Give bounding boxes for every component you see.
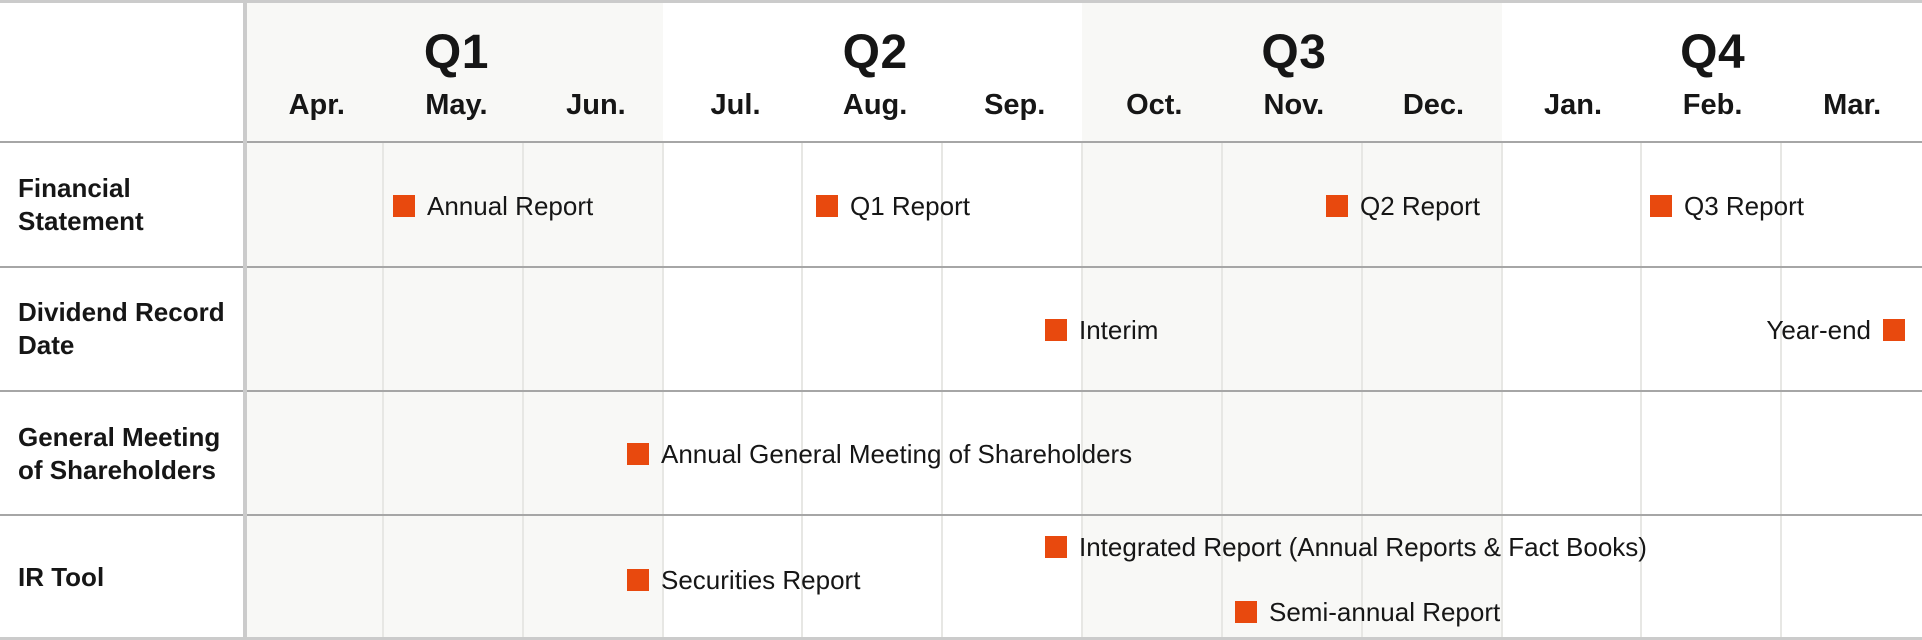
event-annual-report: Annual Report [393,191,593,221]
quarter-stripe-q3 [1082,0,1502,640]
event-label: Securities Report [661,565,861,595]
event-label: Q3 Report [1684,191,1804,221]
row-divider-3 [0,514,1922,516]
event-label: Semi-annual Report [1269,597,1501,627]
row-label: General Meeting of Shareholders [18,421,221,485]
month-label-dec: Dec. [1402,89,1465,121]
row-label: Financial Statement [18,173,144,237]
month-label-aug: Aug. [842,89,908,121]
row-divider-1 [0,266,1922,268]
quarter-header-q3: Q3 Oct. Nov. Dec. [1085,0,1504,143]
row-general-meeting-of-shareholders: General Meeting of Shareholders [0,392,1922,516]
month-label-mar: Mar. [1823,89,1882,121]
month-label-jan: Jan. [1544,89,1603,121]
month-header-row: Apr. May. Jun. [247,88,666,122]
calendar-header: Q1 Apr. May. Jun. Q2 Jul. Aug. Sep. Q3 O… [247,0,1922,143]
quarter-label: Q1 [423,26,489,79]
event-annual-general-meeting-of-shareholders: Annual General Meeting of Shareholders [627,439,1132,469]
row-label: Dividend Record Date [18,297,225,361]
quarter-header-q4: Q4 Jan. Feb. Mar. [1503,0,1922,143]
row-divider-2 [0,390,1922,392]
event-q3-report: Q3 Report [1650,191,1804,221]
event-q2-report: Q2 Report [1326,191,1480,221]
table-top-border [0,0,1922,3]
event-label: Year-end [1766,315,1871,345]
row-label: IR Tool [18,562,105,593]
month-header-row: Jan. Feb. Mar. [1503,88,1922,122]
event-marker-icon [816,195,838,217]
month-header-row: Jul. Aug. Sep. [666,88,1085,122]
quarter-label: Q2 [842,26,908,79]
event-year-end: Year-end [1766,315,1905,345]
quarter-stripe-q1 [243,0,663,640]
month-label-apr: Apr. [288,89,345,121]
event-marker-icon [1326,195,1348,217]
label-column-divider [243,0,247,640]
event-label: Q1 Report [850,191,970,221]
event-label: Interim [1079,315,1159,345]
month-label-sep: Sep. [984,89,1046,121]
event-q1-report: Q1 Report [816,191,970,221]
quarter-label: Q3 [1261,26,1327,79]
event-interim: Interim [1045,315,1158,345]
table-bottom-border [0,637,1922,640]
event-securities-report: Securities Report [627,565,860,595]
event-marker-icon [1650,195,1672,217]
month-label-oct: Oct. [1126,89,1183,121]
event-marker-icon [1045,319,1067,341]
row-dividend-record-date: Dividend Record Date [0,267,1922,391]
month-label-may: May. [425,89,488,121]
event-label: Integrated Report (Annual Reports & Fact… [1079,532,1647,562]
event-marker-icon [1883,319,1905,341]
event-marker-icon [1235,601,1257,623]
header-bottom-border [0,141,1922,143]
event-marker-icon [393,195,415,217]
quarter-header-q1: Q1 Apr. May. Jun. [247,0,666,143]
event-integrated-report-annual-reports-fact-books: Integrated Report (Annual Reports & Fact… [1045,532,1647,562]
month-label-jun: Jun. [566,89,626,121]
row-ir-tool: IR Tool [0,516,1922,640]
month-label-jul: Jul. [710,89,761,121]
month-label-nov: Nov. [1263,89,1325,121]
quarter-label: Q4 [1680,26,1746,79]
event-marker-icon [627,443,649,465]
month-header-row: Oct. Nov. Dec. [1085,88,1504,122]
event-marker-icon [1045,536,1067,558]
quarter-header-q2: Q2 Jul. Aug. Sep. [666,0,1085,143]
event-label: Annual Report [427,191,594,221]
event-semi-annual-report: Semi-annual Report [1235,597,1500,627]
event-label: Annual General Meeting of Shareholders [661,439,1133,469]
row-financial-statement: Financial Statement [0,143,1922,267]
event-marker-icon [627,569,649,591]
calendar-body: Financial Statement Dividend Record Date… [0,143,1922,640]
event-label: Q2 Report [1360,191,1480,221]
month-label-feb: Feb. [1682,89,1743,121]
